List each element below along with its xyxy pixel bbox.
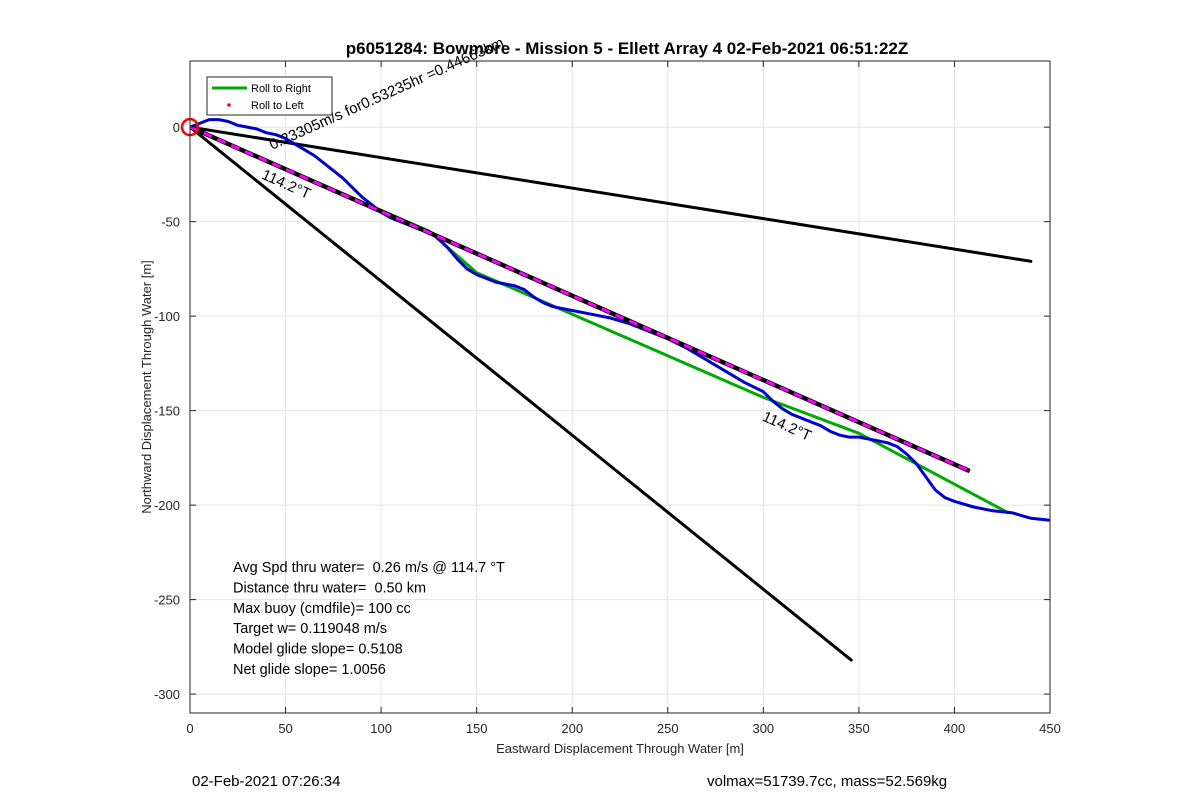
stats-line: Model glide slope= 0.5108 <box>233 642 403 658</box>
stats-line: Avg Spd thru water= 0.26 m/s @ 114.7 °T <box>233 560 505 576</box>
series-layer <box>190 118 1050 662</box>
x-tick-label: 100 <box>370 721 392 736</box>
y-tick-label: -100 <box>154 309 180 324</box>
y-tick-label: -300 <box>154 687 180 702</box>
chart-title: p6051284: Bowmore - Mission 5 - Ellett A… <box>346 39 909 58</box>
footer-timestamp: 02-Feb-2021 07:26:34 <box>192 773 341 790</box>
roll-to-right-series <box>190 125 1010 515</box>
stats-line: Distance thru water= 0.50 km <box>233 580 426 596</box>
legend: Roll to Right Roll to Left <box>206 76 333 116</box>
x-tick-label: 150 <box>466 721 488 736</box>
axes-box <box>189 60 1051 714</box>
heading-line-series <box>190 125 853 662</box>
legend-entry-label: Roll to Right <box>251 83 311 95</box>
x-tick-label: 0 <box>186 721 193 736</box>
y-tick-label: 0 <box>173 120 180 135</box>
legend-dot-swatch <box>227 103 231 107</box>
x-axis-label: Eastward Displacement Through Water [m] <box>496 741 744 756</box>
stats-line: Net glide slope= 1.0056 <box>233 662 386 678</box>
x-tick-label: 350 <box>848 721 870 736</box>
y-tick-label: -250 <box>154 593 180 608</box>
stats-line: Max buoy (cmdfile)= 100 cc <box>233 601 411 617</box>
footer-volmax-mass: volmax=51739.7cc, mass=52.569kg <box>707 773 948 790</box>
heading-line-series <box>190 125 1033 263</box>
y-tick-label: -200 <box>154 498 180 513</box>
y-tick-label: -150 <box>154 404 180 419</box>
x-tick-label: 300 <box>752 721 774 736</box>
x-tick-label: 400 <box>944 721 966 736</box>
legend-box <box>206 76 333 116</box>
x-tick-label: 450 <box>1039 721 1061 736</box>
legend-entry-label: Roll to Left <box>251 100 304 112</box>
stats-text-block: Avg Spd thru water= 0.26 m/s @ 114.7 °T D… <box>233 560 505 678</box>
track-line-series <box>190 118 1050 522</box>
fit-line-dashed-series <box>190 125 971 473</box>
tick-layer: 0 50 100 150 200 250 300 350 400 450 0 -50 -100 -150 -… <box>154 61 1061 736</box>
y-axis-label: Northward Displacement Through Water [m] <box>139 260 154 514</box>
stats-line: Target w= 0.119048 m/s <box>233 621 387 637</box>
x-tick-label: 200 <box>561 721 583 736</box>
x-tick-label: 250 <box>657 721 679 736</box>
x-tick-label: 50 <box>278 721 292 736</box>
y-tick-label: -50 <box>161 215 180 230</box>
